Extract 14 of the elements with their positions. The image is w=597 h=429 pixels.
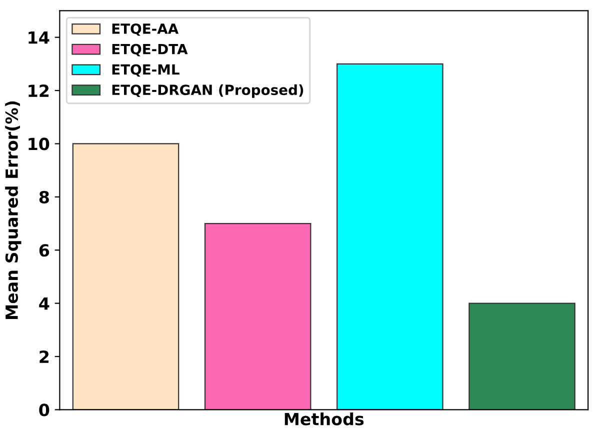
y-tick-label: 6 <box>39 244 50 257</box>
legend-label: ETQE-DRGAN (Proposed) <box>112 84 304 98</box>
y-tick-label: 14 <box>28 32 50 44</box>
y-tick-label: 8 <box>39 190 49 204</box>
legend-label: ETQE-ML <box>112 64 180 77</box>
y-tick-label: 2 <box>40 350 49 363</box>
y-tick-label: 4 <box>39 297 50 310</box>
y-tick-label: 12 <box>28 84 49 97</box>
legend-label: ETQE-AA <box>112 23 179 36</box>
x-axis-title: Methods <box>284 412 364 426</box>
y-tick-label: 0 <box>39 404 50 416</box>
y-axis-title: Mean Squared Error(%) <box>5 101 22 319</box>
legend-label: ETQE-DTA <box>112 44 188 56</box>
y-tick-label: 10 <box>28 138 50 150</box>
